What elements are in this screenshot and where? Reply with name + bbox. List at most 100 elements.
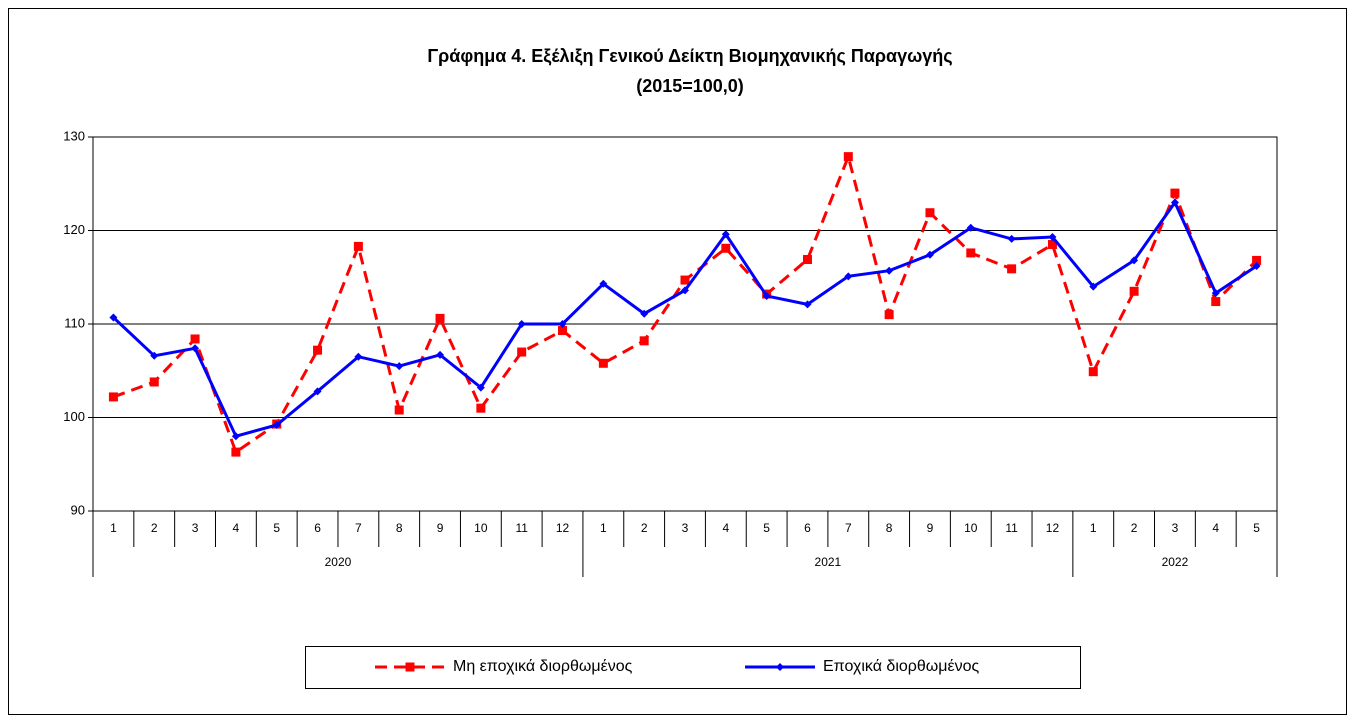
x-tick-label: 1 (600, 521, 607, 535)
data-point (150, 351, 159, 360)
chart-title: Γράφημα 4. Εξέλιξη Γενικού Δείκτη Βιομηχ… (427, 46, 952, 67)
data-point (803, 300, 812, 309)
data-point (231, 447, 241, 457)
data-point (885, 266, 894, 275)
data-point (762, 291, 771, 300)
x-tick-label: 7 (355, 521, 362, 535)
x-tick-label: 3 (1172, 521, 1179, 535)
data-point (721, 230, 730, 239)
data-point (1129, 286, 1139, 296)
data-point (1252, 255, 1262, 265)
data-point (1130, 256, 1139, 265)
y-tick-label: 90 (71, 502, 85, 517)
group-label: 2020 (325, 555, 352, 569)
x-tick-label: 1 (1090, 521, 1097, 535)
data-point (1170, 198, 1179, 207)
data-point (1007, 234, 1016, 243)
x-tick-label: 4 (722, 521, 729, 535)
data-point (966, 223, 975, 232)
y-tick-label: 130 (63, 128, 85, 143)
data-point (1047, 240, 1057, 250)
data-point (843, 152, 853, 162)
x-tick-label: 2 (1131, 521, 1138, 535)
data-point (1048, 233, 1057, 242)
data-point (925, 208, 935, 218)
data-point (681, 286, 689, 295)
data-point (108, 392, 118, 402)
data-point (476, 403, 486, 413)
data-point (1007, 264, 1017, 274)
x-tick-label: 7 (845, 521, 852, 535)
x-tick-label: 5 (273, 521, 280, 535)
x-tick-label: 8 (886, 521, 893, 535)
x-tick-label: 10 (474, 521, 488, 535)
x-tick-label: 3 (682, 521, 689, 535)
data-point (966, 248, 976, 258)
legend-label: Εποχικά διορθωμένος (823, 658, 980, 675)
data-point (313, 387, 322, 396)
data-point (1252, 262, 1261, 271)
data-point (558, 326, 568, 336)
x-tick-label: 4 (233, 521, 240, 535)
data-point (394, 405, 404, 415)
x-tick-label: 12 (1046, 521, 1060, 535)
data-point (844, 272, 853, 281)
legend-marker (405, 662, 415, 672)
data-point (925, 250, 934, 259)
x-tick-label: 8 (396, 521, 403, 535)
x-tick-label: 1 (110, 521, 117, 535)
y-tick-label: 120 (63, 222, 85, 237)
x-tick-label: 6 (804, 521, 811, 535)
data-point (517, 320, 526, 328)
data-point (802, 254, 812, 264)
data-point (231, 432, 240, 441)
data-point (354, 352, 363, 361)
chart-subtitle: (2015=100,0) (636, 76, 744, 96)
x-tick-label: 9 (437, 521, 444, 535)
data-point (1088, 367, 1098, 377)
data-point (639, 336, 649, 346)
data-point (435, 313, 445, 323)
x-tick-label: 9 (927, 521, 934, 535)
data-point (313, 345, 323, 355)
data-point (721, 243, 731, 253)
data-point (1211, 289, 1220, 298)
legend-marker (776, 663, 784, 671)
x-tick-label: 5 (1253, 521, 1260, 535)
data-point (558, 320, 567, 328)
x-tick-label: 4 (1212, 521, 1219, 535)
x-tick-label: 10 (964, 521, 978, 535)
x-tick-label: 3 (192, 521, 199, 535)
data-point (353, 241, 363, 251)
group-label: 2021 (815, 555, 842, 569)
y-tick-label: 110 (64, 315, 85, 330)
y-tick-label: 100 (63, 409, 85, 424)
data-point (1170, 188, 1180, 198)
plot-border (92, 136, 1278, 512)
data-point (191, 344, 200, 353)
data-point (680, 275, 690, 285)
data-point (640, 309, 649, 318)
x-tick-label: 11 (515, 521, 528, 535)
x-tick-label: 5 (763, 521, 770, 535)
data-point (517, 347, 527, 357)
data-point (149, 377, 159, 387)
data-point (190, 334, 200, 344)
data-point (476, 383, 485, 392)
group-label: 2022 (1162, 555, 1189, 569)
data-point (598, 358, 608, 368)
data-point (599, 279, 608, 288)
data-point (436, 350, 445, 359)
legend-label: Μη εποχικά διορθωμένος (453, 658, 633, 675)
x-tick-label: 11 (1005, 521, 1018, 535)
data-point (109, 313, 118, 322)
data-point (272, 420, 281, 429)
x-tick-label: 2 (641, 521, 648, 535)
data-point (884, 310, 894, 320)
x-tick-label: 6 (314, 521, 321, 535)
x-tick-label: 2 (151, 521, 158, 535)
data-point (395, 362, 404, 371)
x-tick-label: 12 (556, 521, 570, 535)
data-point (1089, 282, 1098, 291)
